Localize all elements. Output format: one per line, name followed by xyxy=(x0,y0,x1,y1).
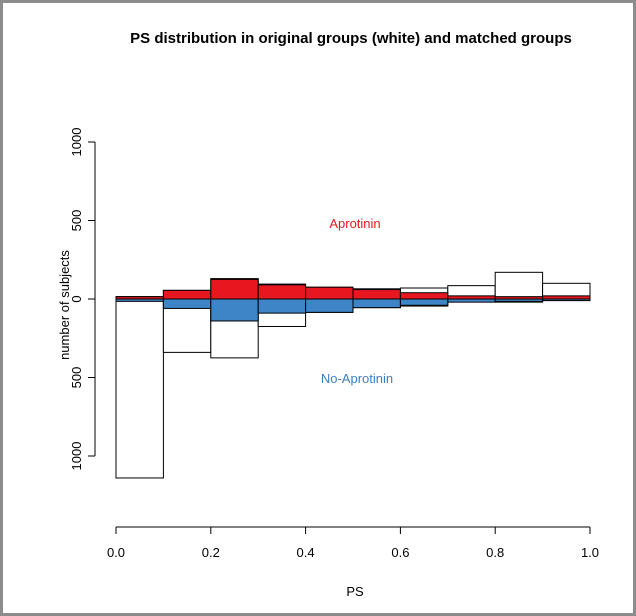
bar-original-no-aprotinin xyxy=(115,298,164,479)
x-tick-label: 0.2 xyxy=(202,545,220,560)
chart-title: PS distribution in original groups (whit… xyxy=(130,30,572,47)
y-axis: 1000 500 0 500 1000 xyxy=(69,128,96,471)
bar-matched-aprotinin xyxy=(352,289,401,300)
bar-original-aprotinin xyxy=(494,271,544,300)
bar-matched-no-aprotinin xyxy=(257,298,307,314)
x-tick-label: 0.4 xyxy=(297,545,315,560)
ps-histogram-chart: PS distribution in original groups (whit… xyxy=(57,30,599,599)
bar-matched-no-aprotinin xyxy=(162,298,212,309)
x-axis-label: PS xyxy=(346,584,364,599)
bar-matched-aprotinin xyxy=(257,284,307,300)
y-tick-label: 1000 xyxy=(69,442,84,471)
y-tick-label: 500 xyxy=(69,210,84,232)
bar-matched-aprotinin xyxy=(305,286,354,300)
x-axis: 0.0 0.2 0.4 0.6 0.8 1.0 xyxy=(107,526,599,560)
x-tick-label: 1.0 xyxy=(581,545,599,560)
histogram-bars xyxy=(115,271,591,479)
y-tick-label: 0 xyxy=(69,295,84,302)
y-tick-label: 500 xyxy=(69,367,84,389)
bar-matched-no-aprotinin xyxy=(399,298,449,306)
series-label-no-aprotinin: No-Aprotinin xyxy=(321,371,393,386)
bar-matched-aprotinin xyxy=(162,289,212,300)
x-tick-label: 0.0 xyxy=(107,545,125,560)
bar-matched-aprotinin xyxy=(399,292,449,300)
x-tick-label: 0.6 xyxy=(391,545,409,560)
bar-matched-no-aprotinin xyxy=(210,298,259,322)
bar-matched-no-aprotinin xyxy=(305,298,354,313)
y-tick-label: 1000 xyxy=(69,128,84,157)
bar-matched-no-aprotinin xyxy=(352,298,401,309)
series-label-aprotinin: Aprotinin xyxy=(329,216,380,231)
bar-matched-aprotinin xyxy=(210,278,259,300)
x-tick-label: 0.8 xyxy=(486,545,504,560)
y-axis-label: number of subjects xyxy=(57,250,72,360)
